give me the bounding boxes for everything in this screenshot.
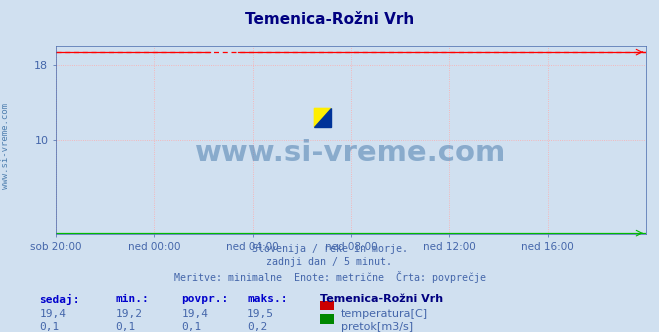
Text: 0,2: 0,2 — [247, 322, 268, 332]
Text: maks.:: maks.: — [247, 294, 287, 304]
Polygon shape — [314, 108, 331, 127]
Text: povpr.:: povpr.: — [181, 294, 229, 304]
Text: 19,4: 19,4 — [181, 309, 208, 319]
Text: Temenica-Rožni Vrh: Temenica-Rožni Vrh — [320, 294, 443, 304]
Text: 19,5: 19,5 — [247, 309, 274, 319]
Text: 0,1: 0,1 — [115, 322, 136, 332]
Text: 0,1: 0,1 — [40, 322, 60, 332]
Text: temperatura[C]: temperatura[C] — [341, 309, 428, 319]
Text: sedaj:: sedaj: — [40, 294, 80, 305]
Text: www.si-vreme.com: www.si-vreme.com — [1, 103, 10, 189]
Text: Meritve: minimalne  Enote: metrične  Črta: povprečje: Meritve: minimalne Enote: metrične Črta:… — [173, 271, 486, 283]
Text: 19,2: 19,2 — [115, 309, 142, 319]
Polygon shape — [314, 108, 331, 127]
Text: pretok[m3/s]: pretok[m3/s] — [341, 322, 413, 332]
Text: Slovenija / reke in morje.: Slovenija / reke in morje. — [252, 244, 407, 254]
Text: zadnji dan / 5 minut.: zadnji dan / 5 minut. — [266, 257, 393, 267]
Text: www.si-vreme.com: www.si-vreme.com — [195, 139, 507, 167]
Text: Temenica-Rožni Vrh: Temenica-Rožni Vrh — [245, 12, 414, 27]
Text: 0,1: 0,1 — [181, 322, 202, 332]
Text: min.:: min.: — [115, 294, 149, 304]
Text: 19,4: 19,4 — [40, 309, 67, 319]
